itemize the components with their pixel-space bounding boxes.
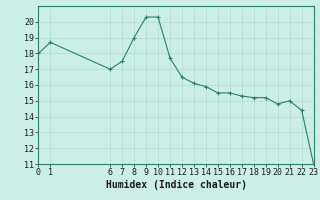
X-axis label: Humidex (Indice chaleur): Humidex (Indice chaleur) (106, 180, 246, 190)
